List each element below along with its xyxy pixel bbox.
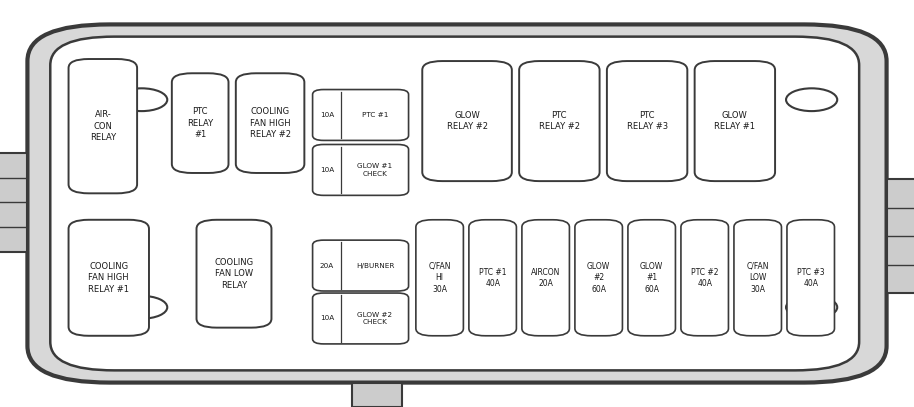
Text: GLOW
#1
60A: GLOW #1 60A: [640, 262, 664, 294]
Text: AIRCON
20A: AIRCON 20A: [531, 267, 560, 288]
FancyBboxPatch shape: [172, 73, 228, 173]
FancyBboxPatch shape: [681, 220, 728, 336]
Text: COOLING
FAN LOW
RELAY: COOLING FAN LOW RELAY: [215, 258, 253, 290]
FancyBboxPatch shape: [416, 220, 463, 336]
Text: AIR-
CON
RELAY: AIR- CON RELAY: [90, 110, 116, 142]
Bar: [0, 153, 27, 252]
Text: COOLING
FAN HIGH
RELAY #2: COOLING FAN HIGH RELAY #2: [250, 107, 291, 139]
Text: GLOW #2
CHECK: GLOW #2 CHECK: [357, 312, 392, 325]
Bar: [887, 179, 914, 293]
Text: COOLING
FAN HIGH
RELAY #1: COOLING FAN HIGH RELAY #1: [89, 262, 129, 294]
Text: PTC #1
40A: PTC #1 40A: [479, 267, 506, 288]
Text: 20A: 20A: [320, 263, 335, 269]
Text: 10A: 10A: [320, 167, 335, 173]
FancyBboxPatch shape: [313, 144, 409, 195]
FancyBboxPatch shape: [422, 61, 512, 181]
Text: C/FAN
HI
30A: C/FAN HI 30A: [429, 262, 451, 294]
Bar: [352, 383, 402, 407]
Text: GLOW
#2
60A: GLOW #2 60A: [587, 262, 611, 294]
Text: PTC
RELAY
#1: PTC RELAY #1: [187, 107, 213, 139]
Text: PTC
RELAY #3: PTC RELAY #3: [627, 111, 667, 131]
FancyBboxPatch shape: [695, 61, 775, 181]
FancyBboxPatch shape: [607, 61, 687, 181]
Text: GLOW
RELAY #1: GLOW RELAY #1: [715, 111, 755, 131]
Text: PTC #3
40A: PTC #3 40A: [797, 267, 824, 288]
FancyBboxPatch shape: [236, 73, 304, 173]
Text: PTC #1: PTC #1: [362, 112, 388, 118]
FancyBboxPatch shape: [575, 220, 622, 336]
FancyBboxPatch shape: [313, 240, 409, 291]
Text: PTC #2
40A: PTC #2 40A: [691, 267, 718, 288]
Text: GLOW #1
CHECK: GLOW #1 CHECK: [357, 163, 392, 177]
FancyBboxPatch shape: [628, 220, 675, 336]
FancyBboxPatch shape: [313, 293, 409, 344]
FancyBboxPatch shape: [197, 220, 271, 328]
FancyBboxPatch shape: [787, 220, 834, 336]
Text: 10A: 10A: [320, 315, 335, 322]
Text: PTC
RELAY #2: PTC RELAY #2: [539, 111, 579, 131]
FancyBboxPatch shape: [69, 220, 149, 336]
FancyBboxPatch shape: [313, 90, 409, 140]
FancyBboxPatch shape: [27, 24, 887, 383]
FancyBboxPatch shape: [734, 220, 781, 336]
FancyBboxPatch shape: [50, 37, 859, 370]
FancyBboxPatch shape: [522, 220, 569, 336]
FancyBboxPatch shape: [519, 61, 600, 181]
Text: GLOW
RELAY #2: GLOW RELAY #2: [447, 111, 487, 131]
Text: C/FAN
LOW
30A: C/FAN LOW 30A: [747, 262, 769, 294]
Text: H/BURNER: H/BURNER: [356, 263, 394, 269]
Text: 10A: 10A: [320, 112, 335, 118]
FancyBboxPatch shape: [469, 220, 516, 336]
FancyBboxPatch shape: [69, 59, 137, 193]
